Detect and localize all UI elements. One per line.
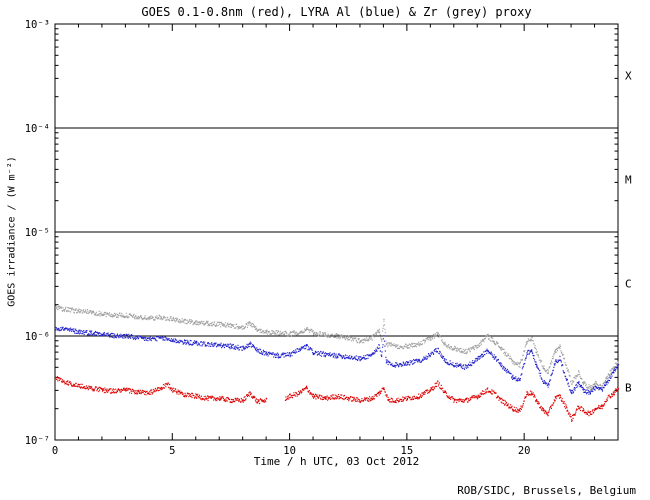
reference-lines [55, 127, 618, 337]
y-ticks [55, 23, 618, 441]
x-ticks [54, 24, 619, 440]
series-lyra-al-proxy [55, 326, 620, 395]
x-tick-label: 5 [169, 445, 175, 457]
x-tick-label: 10 [283, 445, 296, 457]
y-tick-labels: 10⁻³ 10⁻⁴ 10⁻⁵ 10⁻⁶ 10⁻⁷ [25, 19, 50, 447]
x-tick-label: 15 [401, 445, 414, 457]
flare-class-b-label: B [625, 381, 632, 395]
series-lyra-zr-proxy [55, 305, 620, 391]
y-tick-label: 10⁻⁴ [25, 123, 50, 135]
y-tick-label: 10⁻³ [25, 19, 50, 31]
y-tick-label: 10⁻⁵ [25, 227, 50, 239]
chart-title: GOES 0.1-0.8nm (red), LYRA Al (blue) & Z… [141, 5, 532, 19]
y-tick-label: 10⁻⁶ [25, 331, 50, 343]
flare-class-x-label: X [625, 69, 632, 83]
x-tick-label: 20 [518, 445, 531, 457]
x-tick-label: 0 [52, 445, 58, 457]
y-tick-label: 10⁻⁷ [25, 435, 50, 447]
flare-class-c-label: C [625, 277, 632, 291]
y-axis-label: GOES irradiance / (W m⁻²) [6, 156, 18, 307]
series-goes-0-1-0-8nm [55, 376, 620, 422]
credit-text: ROB/SIDC, Brussels, Belgium [457, 484, 636, 497]
x-tick-labels: 0 5 10 15 20 [52, 445, 531, 457]
x-axis-label: Time / h UTC, 03 Oct 2012 [253, 455, 420, 468]
flare-class-m-label: M [625, 173, 632, 187]
